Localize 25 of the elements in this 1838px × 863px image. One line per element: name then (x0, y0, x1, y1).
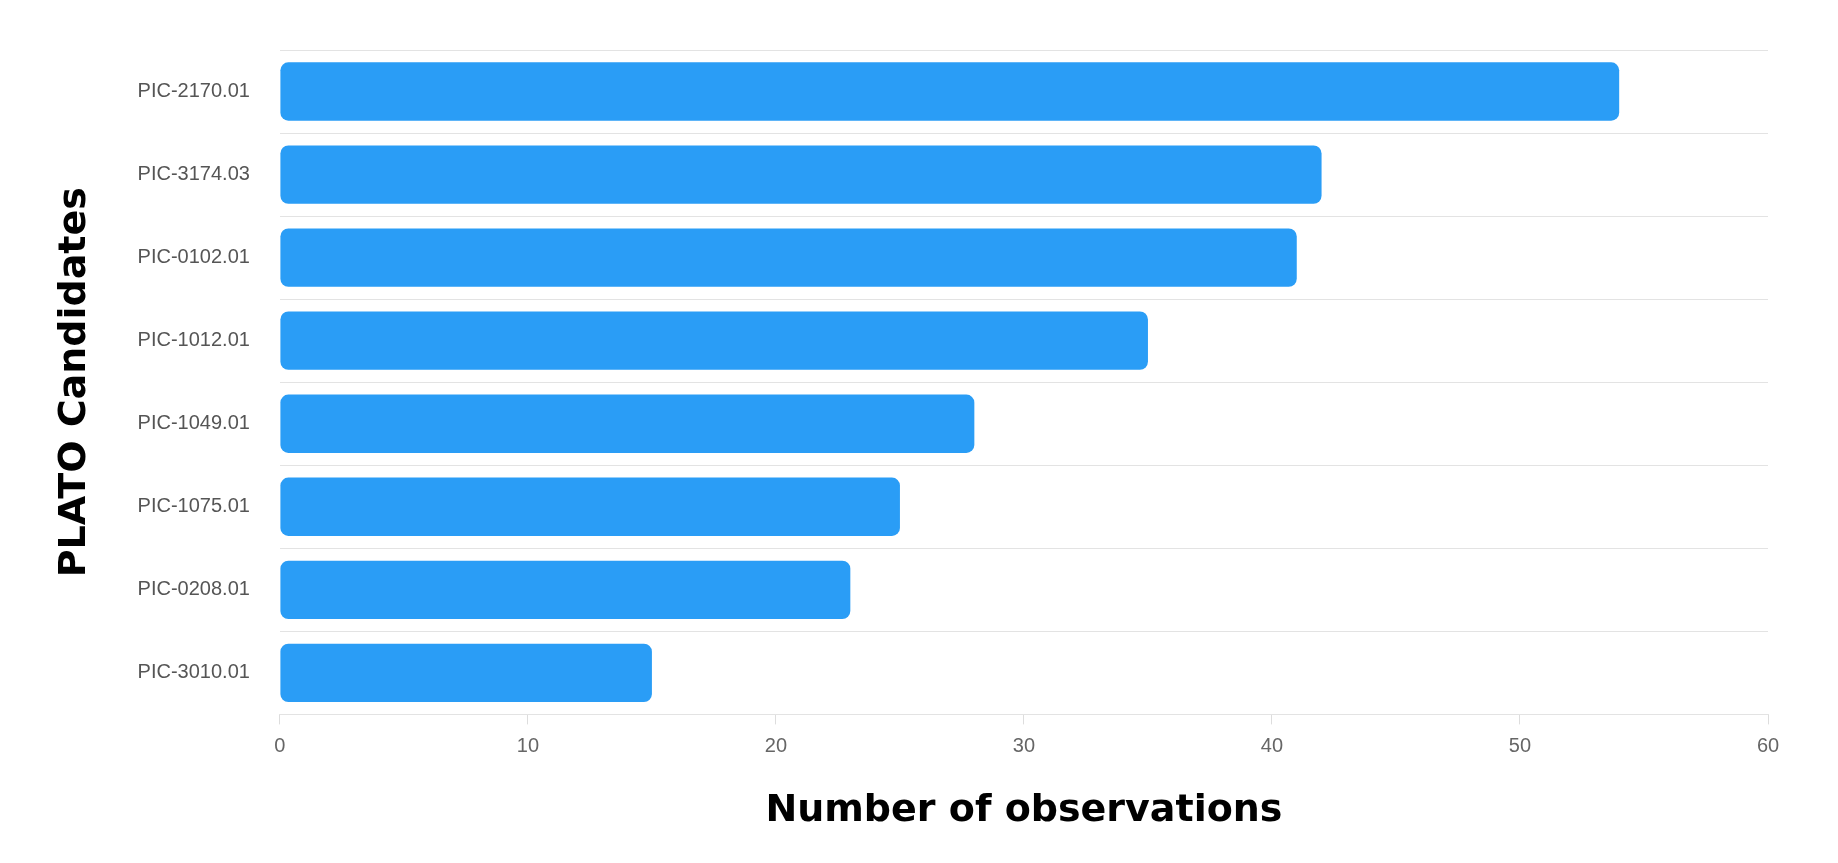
bar (280, 477, 900, 536)
y-tick-label: PIC-2170.01 (137, 79, 250, 102)
bar (280, 394, 975, 453)
x-tick-label: 30 (1012, 733, 1036, 756)
y-tick-label: PIC-3010.01 (137, 660, 250, 683)
y-tick-label: PIC-1012.01 (137, 328, 250, 351)
y-axis-title: PLATO Candidates (49, 187, 94, 578)
y-tick-label: PIC-1075.01 (137, 494, 250, 517)
bar (280, 311, 1148, 370)
bar (280, 145, 1322, 204)
x-tick-label: 0 (274, 733, 286, 756)
y-tick-label: PIC-0102.01 (137, 245, 250, 268)
y-tick-label: PIC-0208.01 (137, 577, 250, 600)
bar (280, 228, 1297, 287)
x-tick-label: 10 (516, 733, 540, 756)
x-tick-label: 60 (1756, 733, 1780, 756)
y-tick-label: PIC-1049.01 (137, 411, 250, 434)
x-tick-label: 20 (764, 733, 788, 756)
x-tick-label: 40 (1260, 733, 1284, 756)
bar (280, 643, 652, 703)
bar (280, 560, 851, 619)
y-tick-label: PIC-3174.03 (137, 162, 250, 185)
x-tick-label: 50 (1508, 733, 1532, 756)
x-axis-title: Number of observations (765, 786, 1283, 831)
bar (280, 62, 1620, 121)
